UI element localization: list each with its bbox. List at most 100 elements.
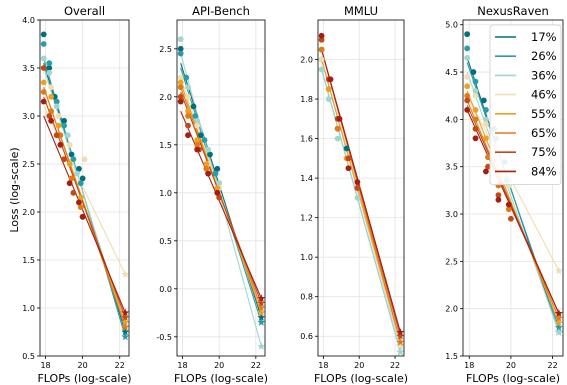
x-axis-label: FLOPs (log-scale) [37, 372, 131, 385]
data-point [325, 86, 332, 93]
data-point [46, 60, 53, 67]
data-point [81, 156, 88, 163]
data-point [66, 180, 73, 187]
y-tick-label: 1.4 [300, 174, 313, 183]
data-point [505, 201, 512, 208]
data-point [177, 74, 184, 81]
predicted-point-star [396, 332, 405, 340]
data-point [66, 161, 73, 167]
predicted-point-star [257, 342, 266, 350]
data-point [79, 213, 86, 220]
data-point [64, 132, 71, 139]
data-point [470, 69, 477, 75]
data-point [472, 88, 479, 94]
data-point [185, 132, 191, 139]
data-point [77, 180, 84, 187]
data-point [77, 194, 84, 201]
fit-line [321, 69, 401, 353]
y-tick-label: 1.5 [445, 352, 458, 361]
data-point [472, 125, 479, 132]
data-point [483, 135, 489, 142]
legend-label: 65% [531, 126, 557, 140]
data-point [194, 137, 201, 143]
plot-frame [176, 19, 266, 357]
plot-frame [317, 19, 405, 357]
data-point [354, 179, 361, 185]
legend-box [489, 24, 562, 186]
y-tick-label: 1.5 [22, 256, 35, 265]
y-tick-label: 3.0 [445, 210, 458, 219]
data-point [464, 45, 471, 52]
panel-overall: Overall 0.5 1.0 1.5 2.0 2.5 3.0 3.5 4.0 18 20 22 FLO… [22, 4, 131, 385]
fit-line [466, 71, 560, 333]
panel-title: NexusRaven [477, 4, 549, 18]
data-point [334, 135, 341, 142]
data-point [192, 113, 199, 119]
y-tick-label: 1.2 [300, 214, 313, 223]
x-axis-label: FLOPs (log-scale) [466, 372, 560, 385]
data-point [177, 50, 184, 57]
data-point [354, 185, 361, 191]
data-point [55, 122, 62, 129]
data-point [325, 96, 332, 102]
y-tick-label: 0.6 [300, 332, 313, 341]
x-tick-label: 18 [177, 361, 187, 370]
plot-frame [462, 19, 564, 357]
predicted-point-star [121, 327, 130, 336]
data-point [472, 135, 479, 142]
predicted-point-star [257, 299, 266, 307]
data-point [194, 122, 201, 129]
x-tick-label: 22 [390, 361, 400, 370]
panels-layer: Overall 0.5 1.0 1.5 2.0 2.5 3.0 3.5 4.0 18 20 22 FLO… [22, 4, 564, 385]
predicted-point-star [121, 308, 130, 317]
x-tick-label: 20 [214, 361, 224, 370]
data-point [40, 31, 47, 38]
data-point [177, 84, 184, 91]
y-tick-label: 1.0 [159, 189, 172, 198]
predicted-point-star [396, 337, 405, 346]
x-tick-label: 20 [354, 361, 364, 370]
data-point [194, 146, 201, 153]
fit-line [180, 53, 262, 347]
data-point [76, 165, 82, 172]
y-tick-label: 4.0 [445, 115, 458, 124]
y-tick-label: 3.0 [22, 112, 35, 121]
y-tick-label: 2.0 [159, 93, 172, 102]
data-point [203, 165, 210, 172]
y-tick-label: 2.5 [445, 257, 458, 266]
data-point [46, 65, 53, 71]
data-point [40, 41, 47, 47]
data-point [194, 117, 201, 124]
y-tick-label: 2.5 [22, 160, 35, 169]
x-tick-label: 22 [115, 361, 125, 370]
data-point [214, 189, 221, 196]
data-point [318, 46, 325, 53]
data-point [79, 175, 86, 182]
legend: 17% 26% 36% 46% 55% 65% 75% 84% [489, 24, 562, 186]
y-tick-label: 0.0 [159, 285, 172, 294]
data-point [46, 113, 53, 119]
data-point [483, 121, 489, 128]
data-point [216, 180, 223, 187]
x-tick-label: 18 [318, 361, 328, 370]
predicted-point-star [257, 313, 266, 321]
predicted-point-star [554, 309, 563, 317]
predicted-point-star [257, 303, 266, 312]
data-point [48, 117, 55, 124]
data-point [185, 108, 191, 115]
data-point [68, 151, 75, 158]
data-point [216, 194, 223, 201]
data-point [508, 215, 514, 222]
data-point [55, 113, 62, 119]
data-point [185, 122, 191, 129]
data-point [485, 163, 491, 170]
data-point [48, 84, 55, 91]
x-tick-label: 18 [464, 361, 474, 370]
predicted-point-star [396, 347, 405, 356]
fit-line [321, 49, 401, 333]
data-point [66, 141, 73, 148]
panel-mmlu: MMLU 0.6 0.8 1.0 1.2 1.4 1.6 1.8 2.0 18 20 22 FLOPs … [300, 4, 408, 385]
fit-line [180, 110, 262, 299]
data-point [336, 115, 343, 122]
data-point [70, 189, 77, 196]
